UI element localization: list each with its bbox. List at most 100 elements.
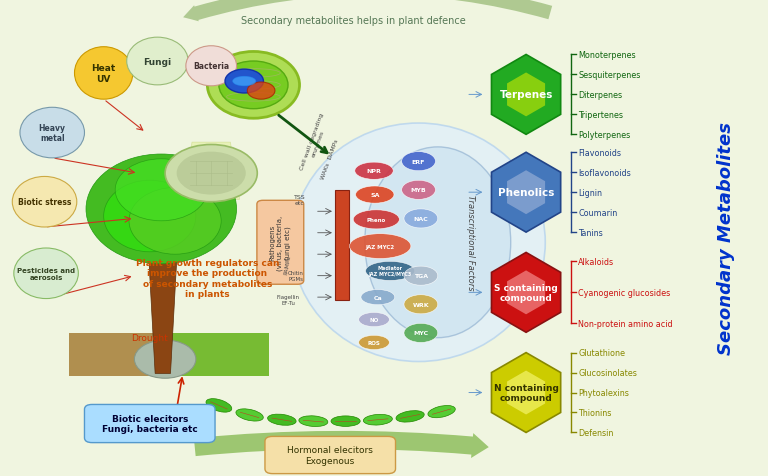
Text: JAZ MYC2: JAZ MYC2 bbox=[366, 244, 395, 249]
Polygon shape bbox=[492, 55, 561, 135]
FancyBboxPatch shape bbox=[335, 190, 349, 300]
Text: Heavy
metal: Heavy metal bbox=[38, 124, 66, 143]
Text: WRK: WRK bbox=[412, 302, 429, 307]
Text: Lignin: Lignin bbox=[578, 188, 602, 197]
Ellipse shape bbox=[396, 411, 424, 422]
Text: TGA: TGA bbox=[414, 274, 428, 278]
Ellipse shape bbox=[359, 336, 389, 350]
Text: Hormonal elecitors
Exogenous: Hormonal elecitors Exogenous bbox=[287, 446, 373, 465]
Ellipse shape bbox=[206, 399, 232, 412]
Polygon shape bbox=[183, 143, 240, 200]
Circle shape bbox=[247, 83, 275, 100]
Text: MYC: MYC bbox=[413, 331, 429, 336]
Text: Coumarin: Coumarin bbox=[578, 208, 617, 217]
Polygon shape bbox=[492, 353, 561, 433]
Ellipse shape bbox=[104, 181, 196, 252]
Text: Secondary metabolites helps in plant defence: Secondary metabolites helps in plant def… bbox=[241, 17, 465, 26]
Text: Sesquiterpenes: Sesquiterpenes bbox=[578, 71, 641, 80]
Polygon shape bbox=[149, 262, 177, 374]
Polygon shape bbox=[507, 73, 545, 117]
Ellipse shape bbox=[267, 414, 296, 426]
Text: Tanins: Tanins bbox=[578, 228, 603, 237]
Text: Plant growth regulators can
improve the production
of secondary metabolites
in p: Plant growth regulators can improve the … bbox=[136, 258, 279, 298]
FancyBboxPatch shape bbox=[69, 333, 269, 376]
Ellipse shape bbox=[404, 209, 438, 228]
Ellipse shape bbox=[404, 295, 438, 314]
Ellipse shape bbox=[219, 62, 288, 109]
Ellipse shape bbox=[361, 290, 395, 305]
Text: MYB: MYB bbox=[411, 188, 426, 193]
Text: Bacteria: Bacteria bbox=[193, 62, 230, 71]
Ellipse shape bbox=[129, 188, 221, 255]
Ellipse shape bbox=[365, 148, 511, 338]
Ellipse shape bbox=[363, 415, 392, 425]
Circle shape bbox=[165, 145, 257, 202]
Text: PAMPs: PAMPs bbox=[284, 254, 292, 274]
Ellipse shape bbox=[359, 313, 389, 327]
Text: Chitin
PGMs: Chitin PGMs bbox=[288, 271, 303, 281]
Text: ERF: ERF bbox=[412, 159, 425, 164]
Polygon shape bbox=[507, 371, 545, 415]
Polygon shape bbox=[507, 171, 545, 215]
Text: Mediator
JAZ MYC2/MYC3: Mediator JAZ MYC2/MYC3 bbox=[369, 266, 412, 277]
Ellipse shape bbox=[86, 155, 237, 264]
Ellipse shape bbox=[404, 324, 438, 343]
Ellipse shape bbox=[14, 248, 78, 299]
Ellipse shape bbox=[127, 38, 188, 86]
Text: Biotic stress: Biotic stress bbox=[18, 198, 71, 207]
Circle shape bbox=[225, 70, 263, 94]
Text: S containing
compound: S containing compound bbox=[494, 283, 558, 302]
Text: Ca: Ca bbox=[373, 295, 382, 300]
Ellipse shape bbox=[299, 416, 328, 426]
FancyBboxPatch shape bbox=[265, 436, 396, 474]
Polygon shape bbox=[507, 271, 545, 315]
Ellipse shape bbox=[404, 267, 438, 286]
Text: Glucosinolates: Glucosinolates bbox=[578, 368, 637, 377]
Ellipse shape bbox=[402, 181, 435, 200]
Ellipse shape bbox=[236, 409, 263, 421]
Text: Pathogens
(virus, bacteria,
fungi etc): Pathogens (virus, bacteria, fungi etc) bbox=[270, 215, 291, 270]
Ellipse shape bbox=[74, 48, 133, 100]
Text: Flagellin
EF-Tu: Flagellin EF-Tu bbox=[276, 295, 300, 305]
FancyBboxPatch shape bbox=[257, 201, 303, 285]
Text: Polyterpenes: Polyterpenes bbox=[578, 130, 631, 139]
Text: Thionins: Thionins bbox=[578, 408, 611, 417]
Text: NO: NO bbox=[369, 317, 379, 322]
Ellipse shape bbox=[115, 159, 207, 221]
Polygon shape bbox=[492, 253, 561, 333]
Circle shape bbox=[134, 340, 196, 378]
Text: Cyanogenic glucosides: Cyanogenic glucosides bbox=[578, 288, 670, 297]
Text: Flavonoids: Flavonoids bbox=[578, 149, 621, 158]
Text: Pheno: Pheno bbox=[366, 218, 386, 222]
Text: Transcriptional Factors: Transcriptional Factors bbox=[466, 195, 475, 290]
FancyBboxPatch shape bbox=[84, 405, 215, 443]
Text: SA: SA bbox=[370, 193, 379, 198]
Text: Biotic elecitors
Fungi, bacteria etc: Biotic elecitors Fungi, bacteria etc bbox=[102, 414, 197, 433]
Ellipse shape bbox=[292, 124, 545, 362]
Text: Pesticides and
aerosols: Pesticides and aerosols bbox=[17, 267, 75, 280]
Text: Terpenes: Terpenes bbox=[499, 90, 553, 100]
Ellipse shape bbox=[349, 234, 411, 259]
Text: NPR: NPR bbox=[366, 169, 382, 174]
FancyArrowPatch shape bbox=[194, 431, 488, 458]
Text: Defensin: Defensin bbox=[578, 428, 614, 437]
Text: Tripertenes: Tripertenes bbox=[578, 110, 624, 119]
Circle shape bbox=[177, 152, 246, 195]
Text: Diterpenes: Diterpenes bbox=[578, 91, 622, 99]
Text: Isoflavonoids: Isoflavonoids bbox=[578, 169, 631, 178]
Ellipse shape bbox=[233, 77, 256, 87]
Text: Monoterpenes: Monoterpenes bbox=[578, 51, 636, 60]
Ellipse shape bbox=[366, 262, 415, 281]
Ellipse shape bbox=[428, 406, 455, 418]
Polygon shape bbox=[492, 153, 561, 233]
Text: ROS: ROS bbox=[368, 340, 380, 345]
Text: NAC: NAC bbox=[413, 217, 429, 221]
Text: Alkaloids: Alkaloids bbox=[578, 258, 614, 266]
Ellipse shape bbox=[331, 416, 360, 426]
Text: WAKs  DAMPs: WAKs DAMPs bbox=[320, 139, 340, 180]
Text: Phenolics: Phenolics bbox=[498, 188, 554, 198]
Ellipse shape bbox=[402, 152, 435, 171]
Text: Heat
UV: Heat UV bbox=[91, 64, 116, 83]
Text: Non-protein amino acid: Non-protein amino acid bbox=[578, 319, 673, 328]
Ellipse shape bbox=[207, 52, 300, 119]
